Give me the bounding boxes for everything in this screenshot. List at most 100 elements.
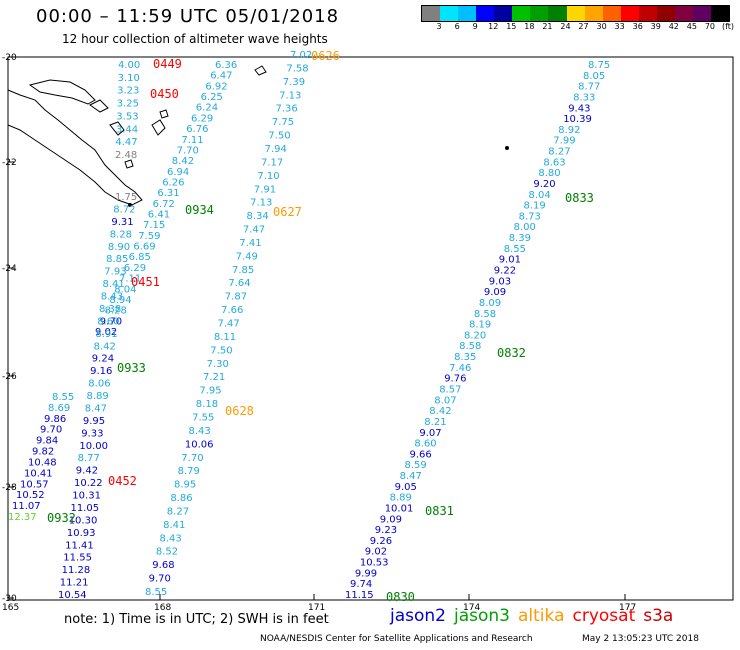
wave-height-value: 9.20 bbox=[533, 179, 555, 190]
legend-swatch bbox=[566, 6, 585, 21]
wave-height-value: 8.06 bbox=[88, 379, 110, 390]
legend-label: 33 bbox=[614, 22, 625, 31]
wave-height-value: 9.99 bbox=[355, 568, 377, 579]
wave-height-value: 8.59 bbox=[405, 460, 427, 471]
lon-tick-label: 174 bbox=[463, 603, 480, 613]
wave-height-value: 7.11 bbox=[119, 274, 141, 285]
wave-height-value: 8.90 bbox=[108, 242, 130, 253]
wave-height-value: 8.89 bbox=[87, 391, 109, 402]
satellite-label-jason2: jason2 bbox=[390, 606, 446, 626]
legend-label: 36 bbox=[632, 22, 643, 31]
satellite-label-jason3: jason3 bbox=[454, 606, 510, 626]
wave-height-value: 7.75 bbox=[272, 117, 294, 128]
wave-height-value: 11.21 bbox=[60, 578, 89, 589]
lon-tick-label: 177 bbox=[619, 603, 636, 613]
wave-height-value: 1.75 bbox=[115, 192, 137, 203]
wave-height-value: 6.92 bbox=[205, 81, 227, 92]
wave-height-value: 10.01 bbox=[385, 504, 414, 515]
wave-height-value: 6.69 bbox=[133, 242, 155, 253]
wave-height-value: 3.44 bbox=[116, 124, 138, 135]
wave-height-value: 7.87 bbox=[225, 292, 247, 303]
wave-height-value: 10.30 bbox=[69, 515, 98, 526]
wave-height-value: 7.95 bbox=[199, 386, 221, 397]
wave-height-value: 9.82 bbox=[32, 447, 54, 458]
wave-height-value: 9.95 bbox=[83, 416, 105, 427]
wave-height-value: 8.89 bbox=[390, 493, 412, 504]
wave-height-value: 9.70 bbox=[100, 316, 122, 327]
legend-swatch bbox=[530, 6, 549, 21]
coastline bbox=[7, 65, 509, 207]
pass-id-label: 0830 bbox=[386, 590, 415, 604]
wave-height-value: 6.25 bbox=[201, 92, 223, 103]
legend-swatch bbox=[674, 6, 693, 21]
lat-tick-label: -30 bbox=[2, 594, 17, 604]
wave-height-value: 10.00 bbox=[79, 441, 108, 452]
wave-height-value: 7.70 bbox=[181, 453, 203, 464]
wave-height-value: 7.30 bbox=[207, 359, 229, 370]
wave-height-value: 8.60 bbox=[414, 439, 436, 450]
wave-height-value: 8.05 bbox=[583, 71, 605, 82]
pass-id-label: 0450 bbox=[150, 87, 179, 101]
wave-height-value: 10.57 bbox=[20, 479, 49, 490]
legend-label: 3 bbox=[436, 22, 442, 31]
wave-height-value: 8.27 bbox=[548, 147, 570, 158]
wave-height-value: 8.95 bbox=[174, 480, 196, 491]
satellite-label-cryosat: cryosat bbox=[572, 606, 636, 626]
wave-height-value: 7.94 bbox=[265, 144, 287, 155]
wave-height-value: 9.05 bbox=[395, 482, 417, 493]
wave-height-value: 6.94 bbox=[167, 167, 189, 178]
wave-height-value: 10.52 bbox=[16, 490, 45, 501]
pass-id-label: 0626 bbox=[311, 49, 340, 63]
wave-height-value: 7.39 bbox=[283, 77, 305, 88]
wave-height-value: 9.84 bbox=[36, 436, 58, 447]
wave-height-value: 8.79 bbox=[178, 466, 200, 477]
wave-height-value: 10.41 bbox=[24, 468, 53, 479]
wave-height-value: 8.80 bbox=[538, 168, 560, 179]
wave-height-value: 9.42 bbox=[76, 466, 98, 477]
pass-id-label: 0833 bbox=[565, 191, 594, 205]
wave-height-value: 8.55 bbox=[145, 587, 167, 598]
wave-height-value: 8.69 bbox=[48, 403, 70, 414]
legend-swatch bbox=[494, 6, 513, 21]
wave-height-value: 7.64 bbox=[228, 278, 250, 289]
wave-height-value: 11.55 bbox=[63, 553, 92, 564]
wave-height-value: 8.27 bbox=[167, 507, 189, 518]
wave-height-value: 9.33 bbox=[81, 428, 103, 439]
wave-height-value: 9.70 bbox=[40, 425, 62, 436]
wave-height-value: 10.39 bbox=[563, 114, 592, 125]
wave-height-value: 8.94 bbox=[109, 295, 131, 306]
wave-height-value: 9.22 bbox=[494, 266, 516, 277]
wave-height-value: 8.42 bbox=[429, 406, 451, 417]
legend-swatch bbox=[476, 6, 495, 21]
legend-label: 6 bbox=[454, 22, 460, 31]
legend-label: 27 bbox=[578, 22, 589, 31]
wave-height-value: 9.43 bbox=[568, 103, 590, 114]
wave-height-value: 7.11 bbox=[181, 135, 203, 146]
wave-height-value: 8.35 bbox=[454, 352, 476, 363]
wave-height-value: 7.50 bbox=[210, 345, 232, 356]
wave-height-value: 8.58 bbox=[474, 309, 496, 320]
wave-height-value: 9.16 bbox=[90, 366, 112, 377]
wave-height-value: 10.53 bbox=[360, 558, 389, 569]
wave-height-value: 8.86 bbox=[170, 493, 192, 504]
wave-height-value: 9.70 bbox=[149, 574, 171, 585]
pass-id-label: 0452 bbox=[108, 474, 137, 488]
map-subtitle: 12 hour collection of altimeter wave hei… bbox=[62, 32, 328, 46]
wave-height-value: 7.66 bbox=[221, 305, 243, 316]
pass-id-label: 0933 bbox=[117, 361, 146, 375]
wave-height-value: 8.43 bbox=[160, 533, 182, 544]
wave-height-value: 9.01 bbox=[499, 255, 521, 266]
map-title: 00:00 – 11:59 UTC 05/01/2018 bbox=[36, 6, 340, 27]
lat-tick-label: -28 bbox=[2, 483, 17, 493]
wave-height-value: 8.72 bbox=[113, 204, 135, 215]
wave-height-value: 7.13 bbox=[279, 90, 301, 101]
wave-height-value: 9.07 bbox=[419, 428, 441, 439]
legend-swatch bbox=[458, 6, 477, 21]
wave-height-value: 8.04 bbox=[529, 190, 551, 201]
wave-height-value: 8.21 bbox=[424, 417, 446, 428]
wave-height-value: 7.10 bbox=[257, 171, 279, 182]
wave-height-value: 6.29 bbox=[191, 113, 213, 124]
wave-height-value: 10.93 bbox=[67, 528, 96, 539]
